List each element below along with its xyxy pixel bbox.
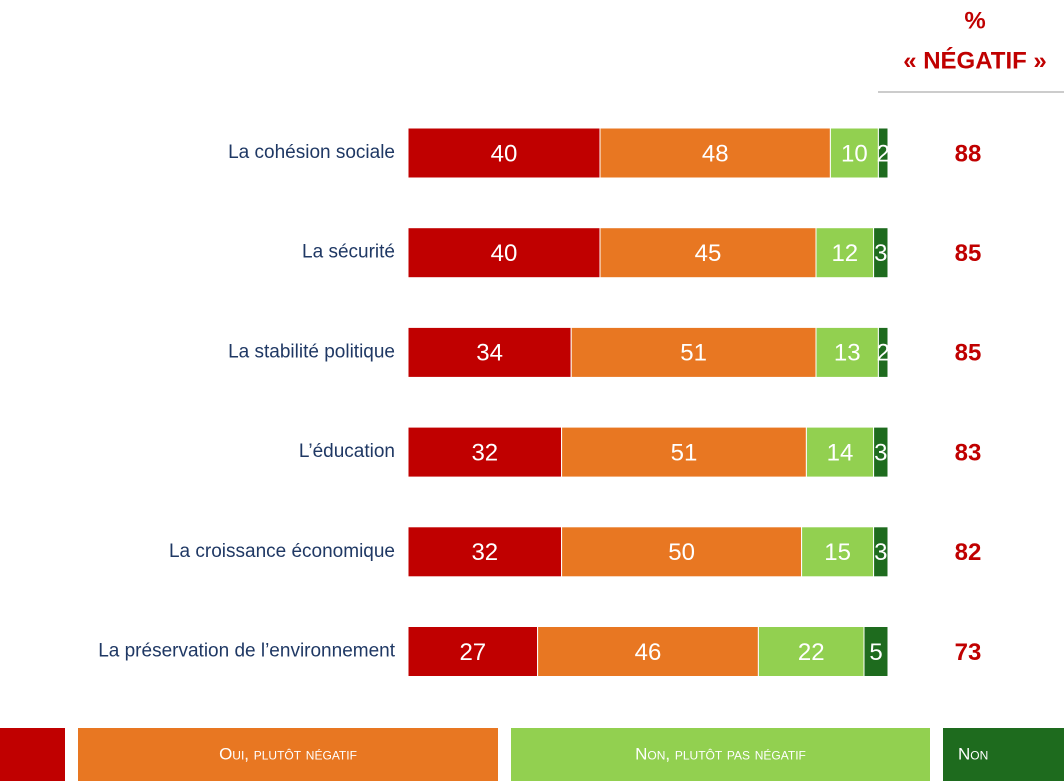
value-label: 15 [824, 539, 851, 566]
bar-segment [829, 127, 879, 179]
total-label: 83 [955, 439, 982, 466]
bar-segment [863, 626, 889, 677]
bar-segment [815, 227, 875, 279]
bar-segment [805, 426, 875, 478]
value-label: 27 [459, 639, 486, 666]
value-label: 32 [471, 439, 498, 466]
bar-segment [407, 127, 601, 179]
value-label: 50 [668, 539, 695, 566]
bar-segment [599, 127, 831, 179]
value-label: 13 [834, 340, 861, 367]
value-label: 3 [874, 539, 887, 566]
bar-segment [877, 326, 889, 378]
category-label: La cohésion sociale [228, 142, 395, 163]
bar-segment [570, 326, 817, 378]
bar-segment [873, 227, 889, 279]
bar-segment [561, 426, 807, 478]
legend-swatch [943, 728, 1064, 781]
legend-label: Non [958, 744, 988, 763]
totals-title: « NÉGATIF » [903, 46, 1047, 74]
bar-segment [873, 526, 889, 578]
total-label: 88 [955, 140, 982, 167]
value-label: 40 [491, 240, 518, 267]
value-label: 46 [635, 639, 662, 666]
value-label: 40 [491, 140, 518, 167]
total-label: 82 [955, 539, 982, 566]
category-label: La croissance économique [169, 541, 395, 562]
value-label: 48 [702, 140, 729, 167]
value-label: 2 [877, 140, 890, 167]
bar-segment [537, 626, 759, 677]
value-label: 45 [695, 240, 722, 267]
bar-segment [757, 626, 865, 677]
bar-segment [407, 626, 539, 677]
bar-segment [877, 127, 889, 179]
value-label: 51 [680, 340, 707, 367]
bar-segment [407, 227, 601, 279]
bar-segment [407, 426, 563, 478]
category-label: La stabilité politique [228, 341, 395, 362]
total-label: 85 [955, 240, 982, 267]
legend-swatch [0, 728, 65, 781]
legend-label: Oui, plutôt négatif [219, 744, 357, 763]
value-label: 22 [798, 639, 825, 666]
value-label: 3 [874, 439, 887, 466]
value-label: 3 [874, 240, 887, 267]
value-label: 32 [471, 539, 498, 566]
bar-segment [407, 526, 563, 578]
value-label: 34 [476, 340, 503, 367]
total-label: 85 [955, 340, 982, 367]
legend-label: Non, plutôt pas négatif [635, 744, 806, 763]
legend-swatch [511, 728, 930, 781]
bar-segment [873, 426, 889, 478]
bar-segment [407, 326, 572, 378]
value-label: 51 [671, 439, 698, 466]
value-label: 5 [869, 639, 882, 666]
total-label: 73 [955, 639, 982, 666]
value-label: 2 [877, 340, 890, 367]
category-label: L’éducation [299, 441, 395, 462]
value-label: 14 [827, 439, 854, 466]
category-label: La sécurité [302, 242, 395, 263]
bar-segment [815, 326, 879, 378]
legend-swatch [78, 728, 498, 781]
value-label: 10 [841, 140, 868, 167]
category-label: La préservation de l’environnement [98, 641, 396, 662]
value-label: 12 [831, 240, 858, 267]
totals-title: % [964, 7, 985, 34]
bar-segment [599, 227, 817, 279]
